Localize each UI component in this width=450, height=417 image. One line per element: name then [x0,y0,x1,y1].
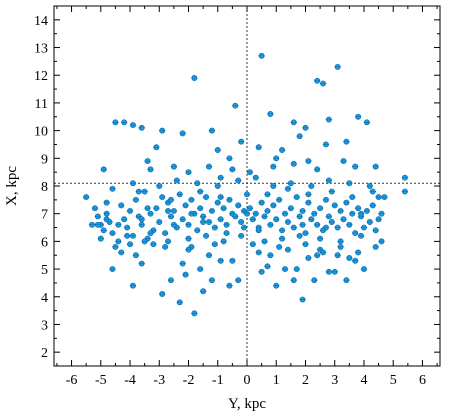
y-tick-label: 5 [41,263,48,278]
x-tick-label: -3 [153,373,165,388]
y-tick-label: 4 [41,291,48,306]
y-tick-label: 12 [34,69,48,84]
x-tick-label: 5 [390,373,397,388]
x-tick-label: -4 [124,373,136,388]
y-tick-label: 3 [41,318,48,333]
y-axis-label: X, kpc [4,166,20,206]
y-tick-label: 11 [35,97,48,112]
y-tick-label: 6 [41,235,48,250]
y-tick-label: 2 [41,346,48,361]
x-tick-label: 2 [302,373,309,388]
x-tick-label: -5 [95,373,107,388]
x-tick-label: -6 [66,373,78,388]
x-tick-label: 3 [331,373,338,388]
x-tick-label: 4 [360,373,367,388]
x-tick-label: -2 [183,373,195,388]
y-tick-label: 9 [41,152,48,167]
x-tick-label: 6 [419,373,426,388]
y-tick-label: 7 [41,208,48,223]
data-points [82,52,409,317]
y-tick-label: 13 [34,42,48,57]
plot-area [54,6,440,366]
x-tick-label: -1 [212,373,224,388]
y-tick-label: 14 [34,14,48,29]
x-tick-label: 0 [244,373,251,388]
x-axis-label: Y, kpc [228,396,266,412]
x-tick-label: 1 [273,373,280,388]
y-tick-label: 8 [41,180,48,195]
y-tick-label: 10 [34,125,48,140]
